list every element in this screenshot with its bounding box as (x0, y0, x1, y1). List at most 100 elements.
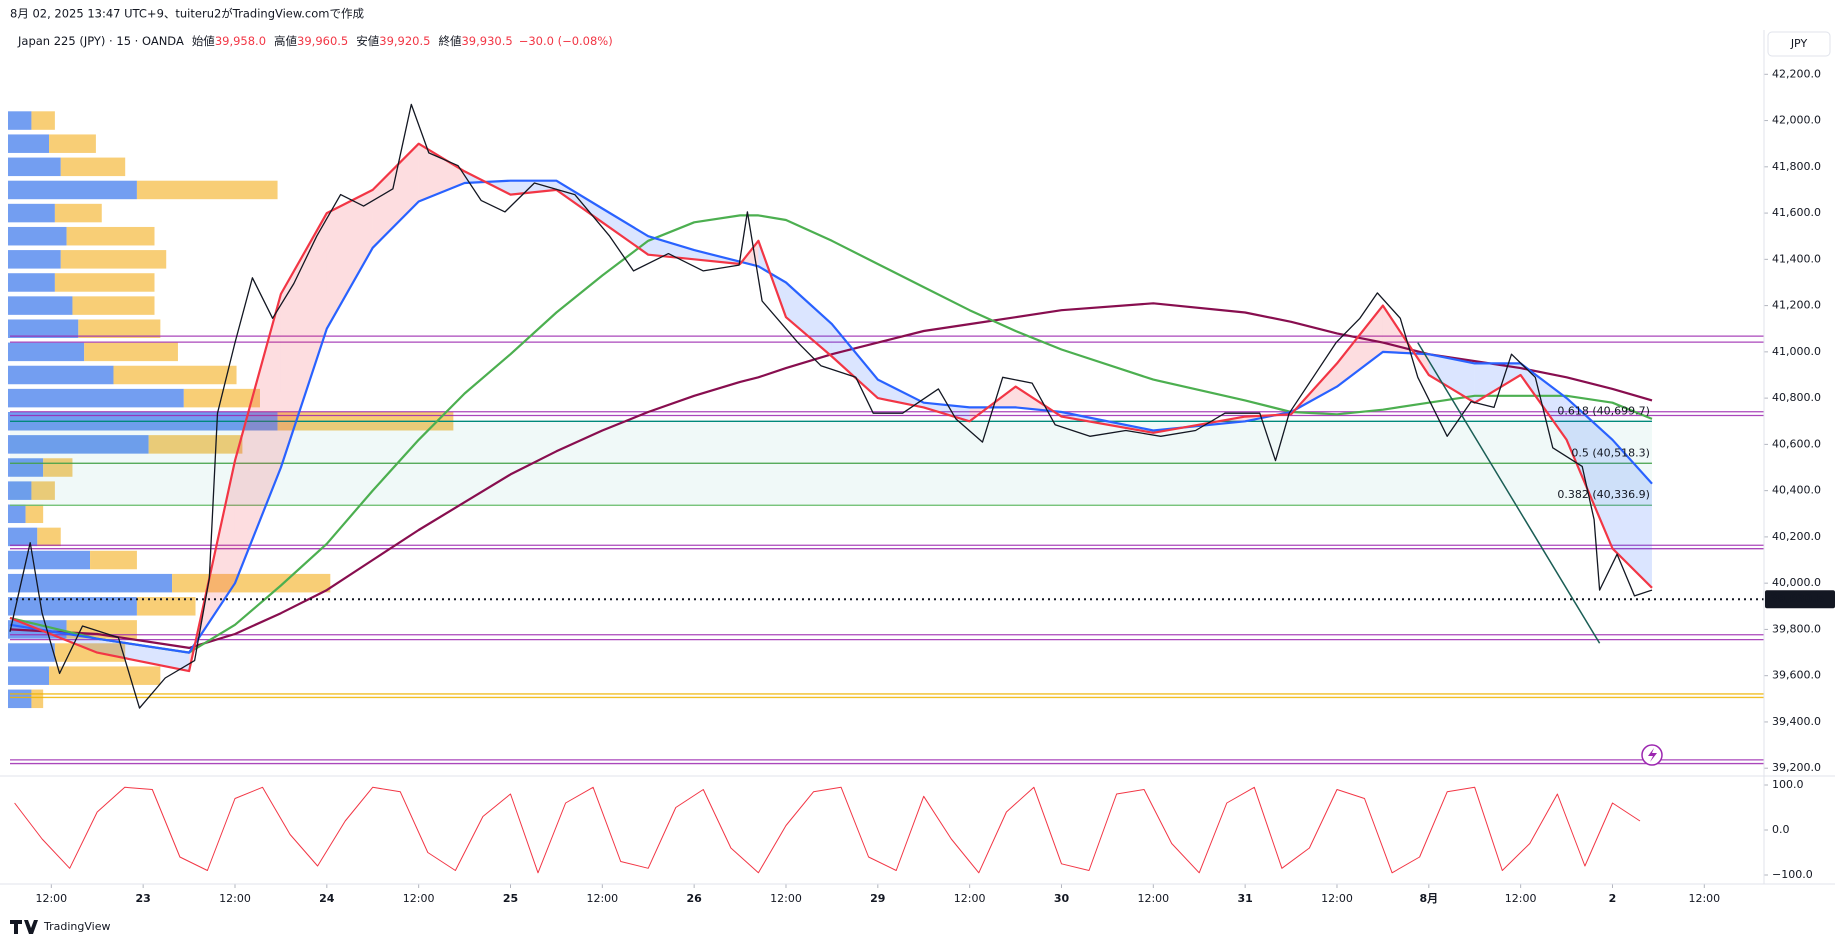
profile-up (8, 134, 50, 153)
profile-down (136, 597, 196, 616)
y-tick-label: 41,000.0 (1772, 345, 1821, 358)
ohlc-label: 終値 (438, 34, 461, 48)
profile-up (8, 435, 149, 454)
profile-up (8, 527, 38, 547)
profile-up (8, 342, 85, 362)
ma-band (1474, 363, 1521, 403)
profile-down (60, 157, 126, 177)
profile-up (8, 157, 61, 177)
y-tick-label: 42,000.0 (1772, 114, 1821, 127)
fib-label: 0.5 (40,518.3) (1571, 446, 1650, 459)
osc-tick-label: 100.0 (1772, 778, 1804, 791)
profile-up (8, 550, 91, 570)
profile-up (8, 250, 61, 269)
ohlc-label: 安値 (356, 34, 379, 48)
ma-band (1336, 305, 1383, 387)
x-tick-label: 30 (1054, 892, 1070, 905)
profile-up (8, 180, 137, 200)
ma-band (602, 208, 649, 255)
ma-band (326, 189, 373, 329)
ma-band (1520, 363, 1567, 440)
x-tick-label: 26 (686, 892, 702, 905)
osc-tick-label: 0.0 (1772, 823, 1790, 836)
y-tick-label: 40,600.0 (1772, 437, 1821, 450)
profile-up (8, 481, 32, 500)
profile-down (49, 666, 161, 685)
price-line (9, 103, 1653, 709)
ma-band (923, 402, 970, 422)
x-tick-label: 12:00 (219, 892, 251, 905)
ma-band (510, 180, 557, 195)
back-layer (8, 111, 1764, 765)
y-tick-label: 39,200.0 (1772, 761, 1821, 774)
x-tick-label: 12:00 (586, 892, 618, 905)
profile-up (8, 573, 173, 593)
moving-average (9, 214, 1653, 654)
x-tick-label: 12:00 (770, 892, 802, 905)
x-tick-label: 12:00 (1321, 892, 1353, 905)
profile-up (8, 666, 50, 685)
last-price-badge (1765, 590, 1835, 609)
moving-average (9, 302, 1653, 649)
x-tick-label: 12:00 (954, 892, 986, 905)
last-price-label: 39,930.5 (1770, 592, 1824, 605)
profile-up (8, 388, 184, 408)
ma-band (556, 180, 603, 223)
x-tick-label: 29 (870, 892, 885, 905)
profile-up (8, 597, 137, 616)
profile-down (25, 504, 44, 524)
profile-down (66, 226, 155, 246)
oscillator-line (14, 786, 1641, 874)
ohlc-value: 39,920.5 (379, 34, 430, 48)
y-tick-label: 41,600.0 (1772, 206, 1821, 219)
ma-band (648, 236, 695, 260)
x-tick-label: 8月 (1419, 892, 1438, 905)
ma-band (97, 638, 190, 672)
profile-up (8, 226, 67, 246)
ma-band (831, 324, 878, 399)
trendline (1417, 342, 1601, 644)
change: −30.0 (−0.08%) (519, 34, 613, 48)
ma-band (372, 143, 419, 248)
mid-layer (9, 103, 1653, 874)
moving-average (9, 179, 1653, 654)
x-tick-label: 12:00 (1137, 892, 1169, 905)
profile-up (8, 504, 26, 524)
profile-down (60, 250, 167, 269)
profile-down (37, 527, 61, 547)
x-tick-label: 2 (1609, 892, 1617, 905)
y-tick-label: 40,400.0 (1772, 484, 1821, 497)
profile-down (72, 296, 155, 315)
profile-down (54, 203, 102, 223)
profile-down (54, 273, 155, 292)
ohlc-label: 高値 (274, 34, 297, 48)
profile-up (8, 273, 55, 292)
ohlc-value: 39,960.5 (297, 34, 348, 48)
currency-button[interactable] (1767, 31, 1831, 57)
profile-up (8, 643, 55, 662)
y-tick-label: 39,600.0 (1772, 669, 1821, 682)
profile-up (8, 111, 32, 130)
ohlc-label: 始値 (192, 34, 215, 48)
ohlc-value: 39,958.0 (215, 34, 266, 48)
profile-down (78, 319, 161, 338)
caption: 8月 02, 2025 13:47 UTC+9、tuiteru2がTrading… (10, 7, 364, 21)
osc-tick-label: −100.0 (1772, 868, 1813, 881)
y-tick-label: 41,800.0 (1772, 160, 1821, 173)
ma-band (1566, 398, 1613, 549)
x-tick-label: 12:00 (35, 892, 67, 905)
profile-up (8, 296, 73, 315)
x-tick-label: 23 (136, 892, 151, 905)
y-tick-label: 40,800.0 (1772, 391, 1821, 404)
profile-down (49, 134, 96, 153)
symbol: Japan 225 (JPY) · 15 · OANDA (17, 34, 184, 48)
ma-band (234, 294, 281, 584)
profile-down (31, 481, 55, 500)
y-tick-label: 41,400.0 (1772, 252, 1821, 265)
moving-average (9, 142, 1653, 673)
y-tick-label: 42,200.0 (1772, 67, 1821, 80)
legend-line: Japan 225 (JPY) · 15 · OANDA 始値39,958.0 高値… (17, 34, 613, 48)
y-tick-label: 40,200.0 (1772, 530, 1821, 543)
x-tick-label: 12:00 (1505, 892, 1537, 905)
